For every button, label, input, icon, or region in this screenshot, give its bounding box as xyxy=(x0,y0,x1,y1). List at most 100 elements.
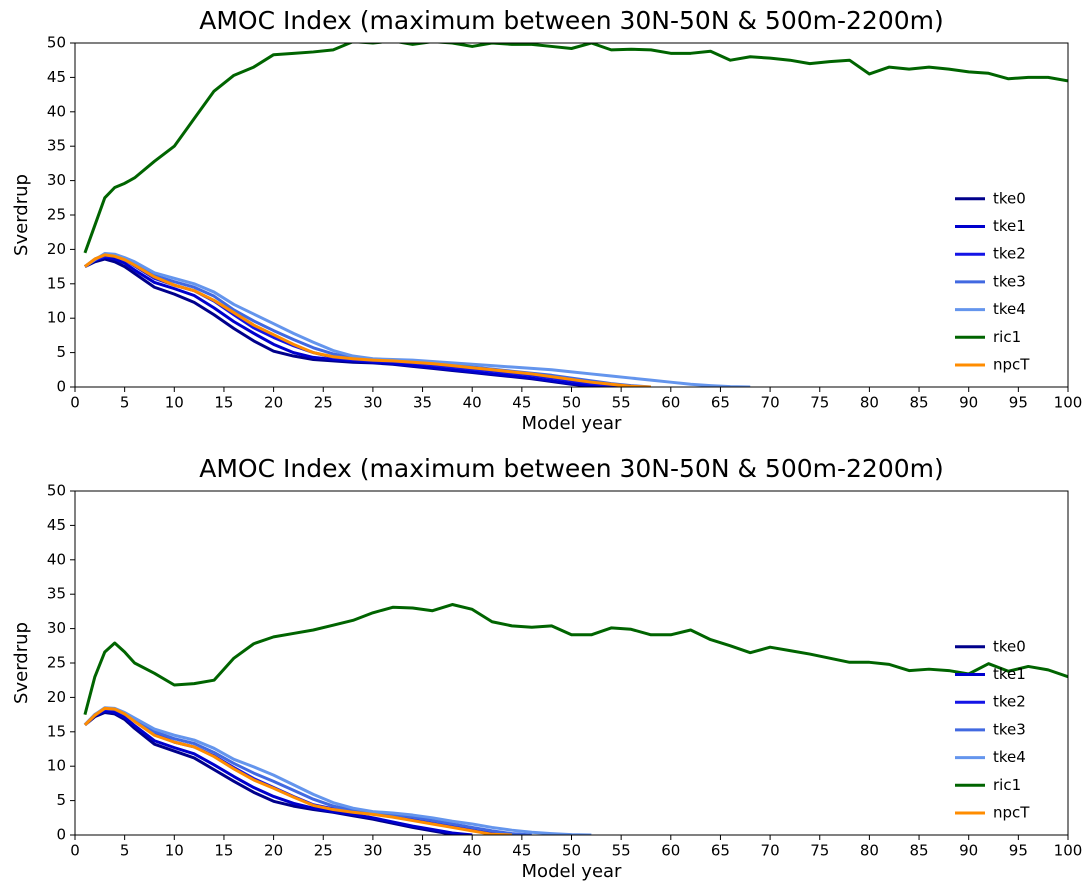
legend-label: tke1 xyxy=(993,217,1026,235)
x-tick-label: 70 xyxy=(761,394,780,412)
x-tick-label: 65 xyxy=(711,394,730,412)
y-tick-label: 35 xyxy=(47,585,66,603)
x-tick-label: 75 xyxy=(810,394,829,412)
x-tick-label: 80 xyxy=(860,842,879,860)
legend-label: tke4 xyxy=(993,748,1026,766)
series-line xyxy=(83,43,1068,254)
x-tick-label: 20 xyxy=(264,842,283,860)
series-line xyxy=(84,253,652,387)
x-axis-label: Model year xyxy=(522,413,623,434)
y-tick-label: 0 xyxy=(56,378,66,396)
x-tick-label: 50 xyxy=(562,842,581,860)
x-tick-label: 45 xyxy=(512,842,531,860)
x-tick-label: 40 xyxy=(463,842,482,860)
x-tick-label: 35 xyxy=(413,394,432,412)
series-line xyxy=(84,255,612,387)
series-line xyxy=(83,709,473,835)
y-axis-label: Sverdrup xyxy=(11,622,32,704)
legend-label: tke3 xyxy=(993,720,1026,738)
x-tick-label: 0 xyxy=(70,842,80,860)
y-tick-label: 30 xyxy=(47,619,66,637)
x-tick-label: 5 xyxy=(120,842,130,860)
series-line xyxy=(83,706,512,835)
legend-label: tke2 xyxy=(993,693,1026,711)
y-tick-label: 40 xyxy=(47,550,66,568)
axes-frame xyxy=(74,490,1069,836)
series-line xyxy=(84,253,651,387)
y-tick-label: 25 xyxy=(47,654,66,672)
plot-area xyxy=(83,603,1068,835)
x-tick-label: 85 xyxy=(910,842,929,860)
y-tick-label: 45 xyxy=(47,516,66,534)
legend-label: tke4 xyxy=(993,300,1026,318)
y-tick-label: 30 xyxy=(47,171,66,189)
x-tick-label: 35 xyxy=(413,842,432,860)
y-tick-label: 45 xyxy=(47,68,66,86)
x-tick-label: 80 xyxy=(860,394,879,412)
x-tick-label: 10 xyxy=(165,842,184,860)
legend-label: ric1 xyxy=(993,776,1021,794)
chart-title: AMOC Index (maximum between 30N-50N & 50… xyxy=(199,6,944,35)
x-tick-label: 100 xyxy=(1054,842,1083,860)
y-tick-label: 0 xyxy=(56,826,66,844)
x-tick-label: 45 xyxy=(512,394,531,412)
y-tick-label: 10 xyxy=(47,757,66,775)
y-tick-label: 35 xyxy=(47,137,66,155)
x-tick-label: 60 xyxy=(661,842,680,860)
x-axis-label: Model year xyxy=(522,861,623,882)
y-tick-label: 10 xyxy=(47,309,66,327)
x-tick-label: 60 xyxy=(661,394,680,412)
y-tick-label: 50 xyxy=(47,34,66,52)
x-tick-label: 30 xyxy=(363,842,382,860)
legend-label: npcT xyxy=(993,804,1030,822)
y-tick-label: 5 xyxy=(56,791,66,809)
x-tick-label: 15 xyxy=(214,842,233,860)
x-tick-label: 95 xyxy=(1009,842,1028,860)
y-tick-label: 15 xyxy=(47,722,66,740)
legend-label: tke2 xyxy=(993,245,1026,263)
subplot: AMOC Index (maximum between 30N-50N & 50… xyxy=(11,454,1082,882)
y-tick-label: 15 xyxy=(47,274,66,292)
x-tick-label: 55 xyxy=(612,842,631,860)
x-tick-label: 70 xyxy=(761,842,780,860)
y-tick-label: 20 xyxy=(47,240,66,258)
x-tick-label: 0 xyxy=(70,394,80,412)
x-tick-label: 40 xyxy=(463,394,482,412)
x-tick-label: 30 xyxy=(363,394,382,412)
legend-label: tke0 xyxy=(993,189,1026,207)
subplot: AMOC Index (maximum between 30N-50N & 50… xyxy=(11,6,1082,434)
x-tick-label: 10 xyxy=(165,394,184,412)
x-tick-label: 95 xyxy=(1009,394,1028,412)
x-tick-label: 5 xyxy=(120,394,130,412)
legend: tke0 tke1 tke2 tke3 tke4 ric1 npcT xyxy=(955,189,1030,374)
axes-frame xyxy=(74,42,1069,388)
series-line xyxy=(83,603,1068,715)
y-tick-label: 20 xyxy=(47,688,66,706)
y-tick-label: 25 xyxy=(47,206,66,224)
legend-label: npcT xyxy=(993,356,1030,374)
y-tick-label: 40 xyxy=(47,102,66,120)
x-tick-label: 20 xyxy=(264,394,283,412)
x-tick-label: 85 xyxy=(910,394,929,412)
x-tick-label: 65 xyxy=(711,842,730,860)
y-axis-label: Sverdrup xyxy=(11,174,32,256)
x-tick-label: 90 xyxy=(959,394,978,412)
legend-label: tke0 xyxy=(993,637,1026,655)
chart-title: AMOC Index (maximum between 30N-50N & 50… xyxy=(199,454,944,483)
x-tick-label: 50 xyxy=(562,394,581,412)
x-tick-label: 25 xyxy=(314,842,333,860)
series-line xyxy=(83,706,592,835)
x-tick-label: 15 xyxy=(214,394,233,412)
x-tick-label: 55 xyxy=(612,394,631,412)
y-tick-label: 50 xyxy=(47,482,66,500)
legend-label: ric1 xyxy=(993,328,1021,346)
x-tick-label: 90 xyxy=(959,842,978,860)
x-tick-label: 75 xyxy=(810,842,829,860)
legend-label: tke1 xyxy=(993,665,1026,683)
plot-area xyxy=(83,43,1068,387)
legend-label: tke3 xyxy=(993,272,1026,290)
y-tick-label: 5 xyxy=(56,343,66,361)
legend: tke0 tke1 tke2 tke3 tke4 ric1 npcT xyxy=(955,637,1030,822)
x-tick-label: 100 xyxy=(1054,394,1083,412)
